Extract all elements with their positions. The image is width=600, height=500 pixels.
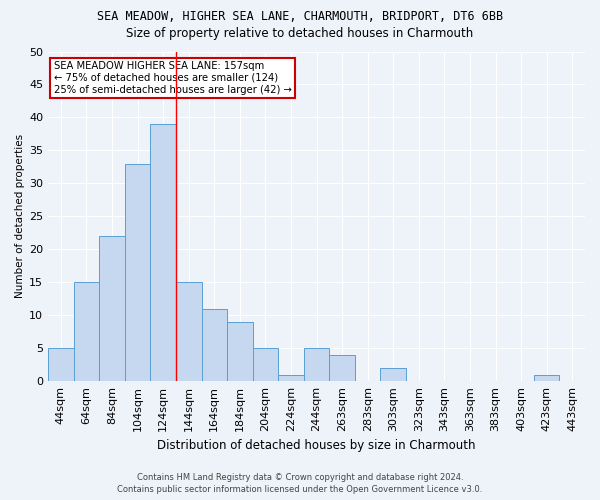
Bar (329, 355, 355, 381)
Bar (151, 124, 176, 381)
Bar (278, 374, 304, 381)
Bar (202, 308, 227, 381)
Text: Size of property relative to detached houses in Charmouth: Size of property relative to detached ho… (127, 28, 473, 40)
Bar (534, 374, 559, 381)
Text: Contains HM Land Registry data © Crown copyright and database right 2024.
Contai: Contains HM Land Registry data © Crown c… (118, 472, 482, 494)
Bar (227, 322, 253, 381)
Text: SEA MEADOW, HIGHER SEA LANE, CHARMOUTH, BRIDPORT, DT6 6BB: SEA MEADOW, HIGHER SEA LANE, CHARMOUTH, … (97, 10, 503, 23)
Text: SEA MEADOW HIGHER SEA LANE: 157sqm
← 75% of detached houses are smaller (124)
25: SEA MEADOW HIGHER SEA LANE: 157sqm ← 75%… (53, 62, 292, 94)
X-axis label: Distribution of detached houses by size in Charmouth: Distribution of detached houses by size … (157, 440, 476, 452)
Bar (304, 348, 329, 381)
Y-axis label: Number of detached properties: Number of detached properties (15, 134, 25, 298)
Bar (74, 282, 99, 381)
Bar (48, 348, 74, 381)
Bar (380, 368, 406, 381)
Bar (99, 236, 125, 381)
Bar (125, 164, 151, 381)
Bar (253, 348, 278, 381)
Bar (176, 282, 202, 381)
